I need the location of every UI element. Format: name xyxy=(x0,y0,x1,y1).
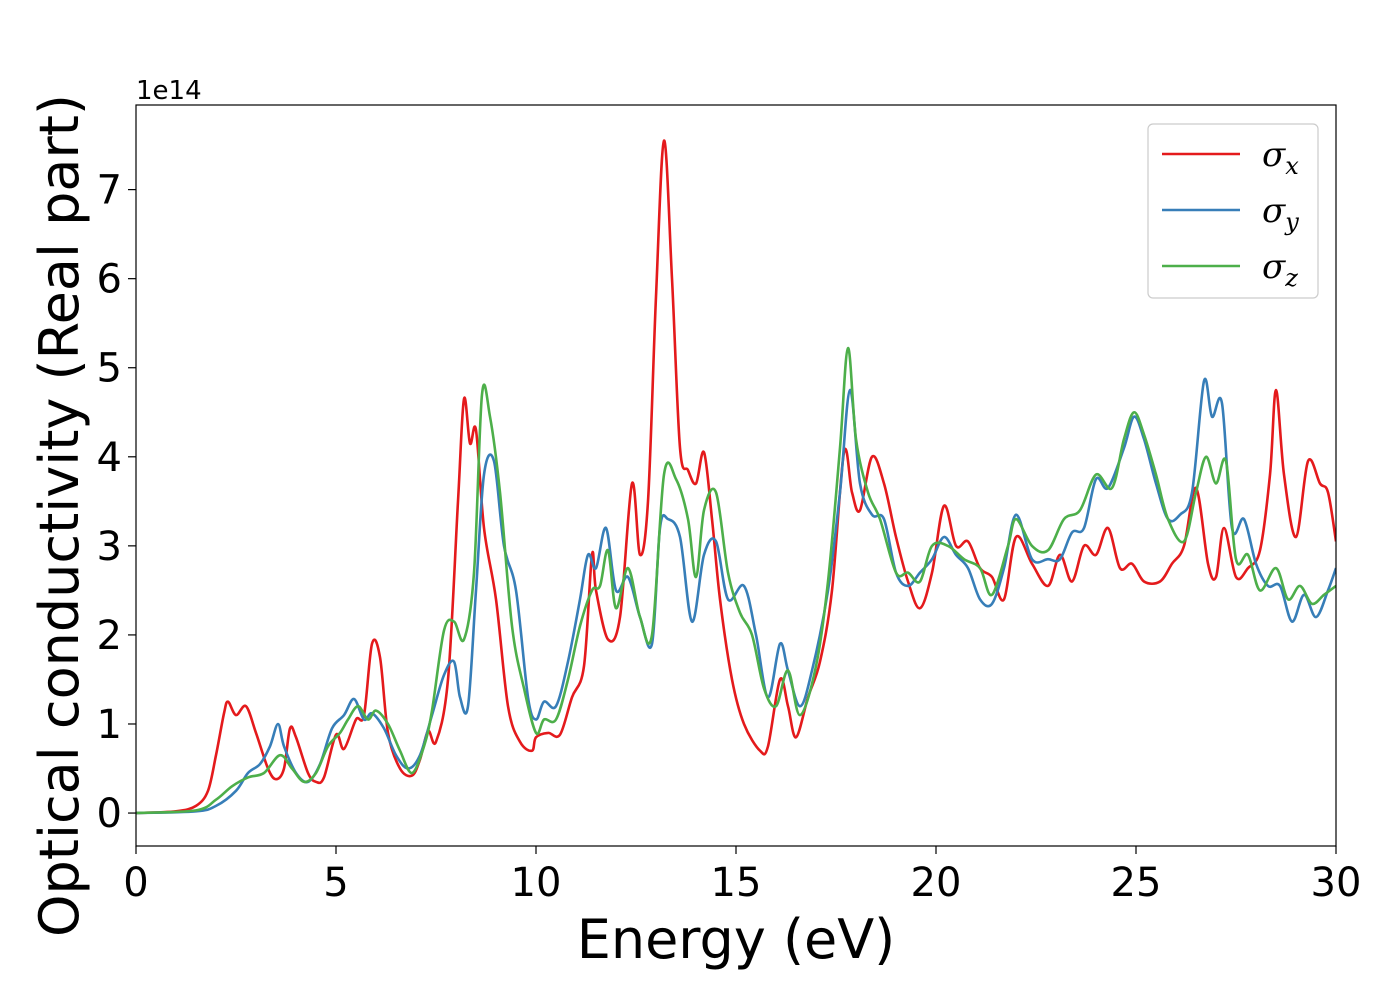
x-tick-label: 0 xyxy=(123,860,148,906)
y-tick-label: 5 xyxy=(97,346,122,392)
x-tick-label: 5 xyxy=(323,860,348,906)
series-line-sigma-z xyxy=(136,346,1336,815)
x-tick-label: 25 xyxy=(1111,860,1162,906)
y-axis-title: Optical conductivity (Real part) xyxy=(28,94,91,937)
x-tick-label: 10 xyxy=(511,860,562,906)
x-axis-ticks: 0 5 10 15 20 25 30 xyxy=(123,846,1361,906)
y-axis-offset-label: 1e14 xyxy=(136,76,202,106)
x-tick-label: 15 xyxy=(711,860,762,906)
legend-entry-sigma-y: σy xyxy=(1262,191,1299,236)
series-line-sigma-x xyxy=(136,139,1336,815)
x-tick-label: 30 xyxy=(1311,860,1362,906)
y-tick-label: 3 xyxy=(97,524,122,570)
x-axis-title: Energy (eV) xyxy=(577,908,896,971)
y-tick-label: 6 xyxy=(97,257,122,303)
legend: σx σy σz xyxy=(1147,123,1319,299)
y-tick-label: 2 xyxy=(97,613,122,659)
y-tick-label: 1 xyxy=(97,702,122,748)
series-layer xyxy=(136,139,1336,815)
y-tick-label: 7 xyxy=(97,168,122,214)
legend-entry-sigma-z: σz xyxy=(1262,247,1298,292)
y-tick-label: 0 xyxy=(97,791,122,837)
y-axis-ticks: 0 1 2 3 4 5 6 7 xyxy=(97,168,136,837)
legend-entry-sigma-x: σx xyxy=(1262,135,1299,180)
x-tick-label: 20 xyxy=(911,860,962,906)
y-tick-label: 4 xyxy=(97,435,122,481)
